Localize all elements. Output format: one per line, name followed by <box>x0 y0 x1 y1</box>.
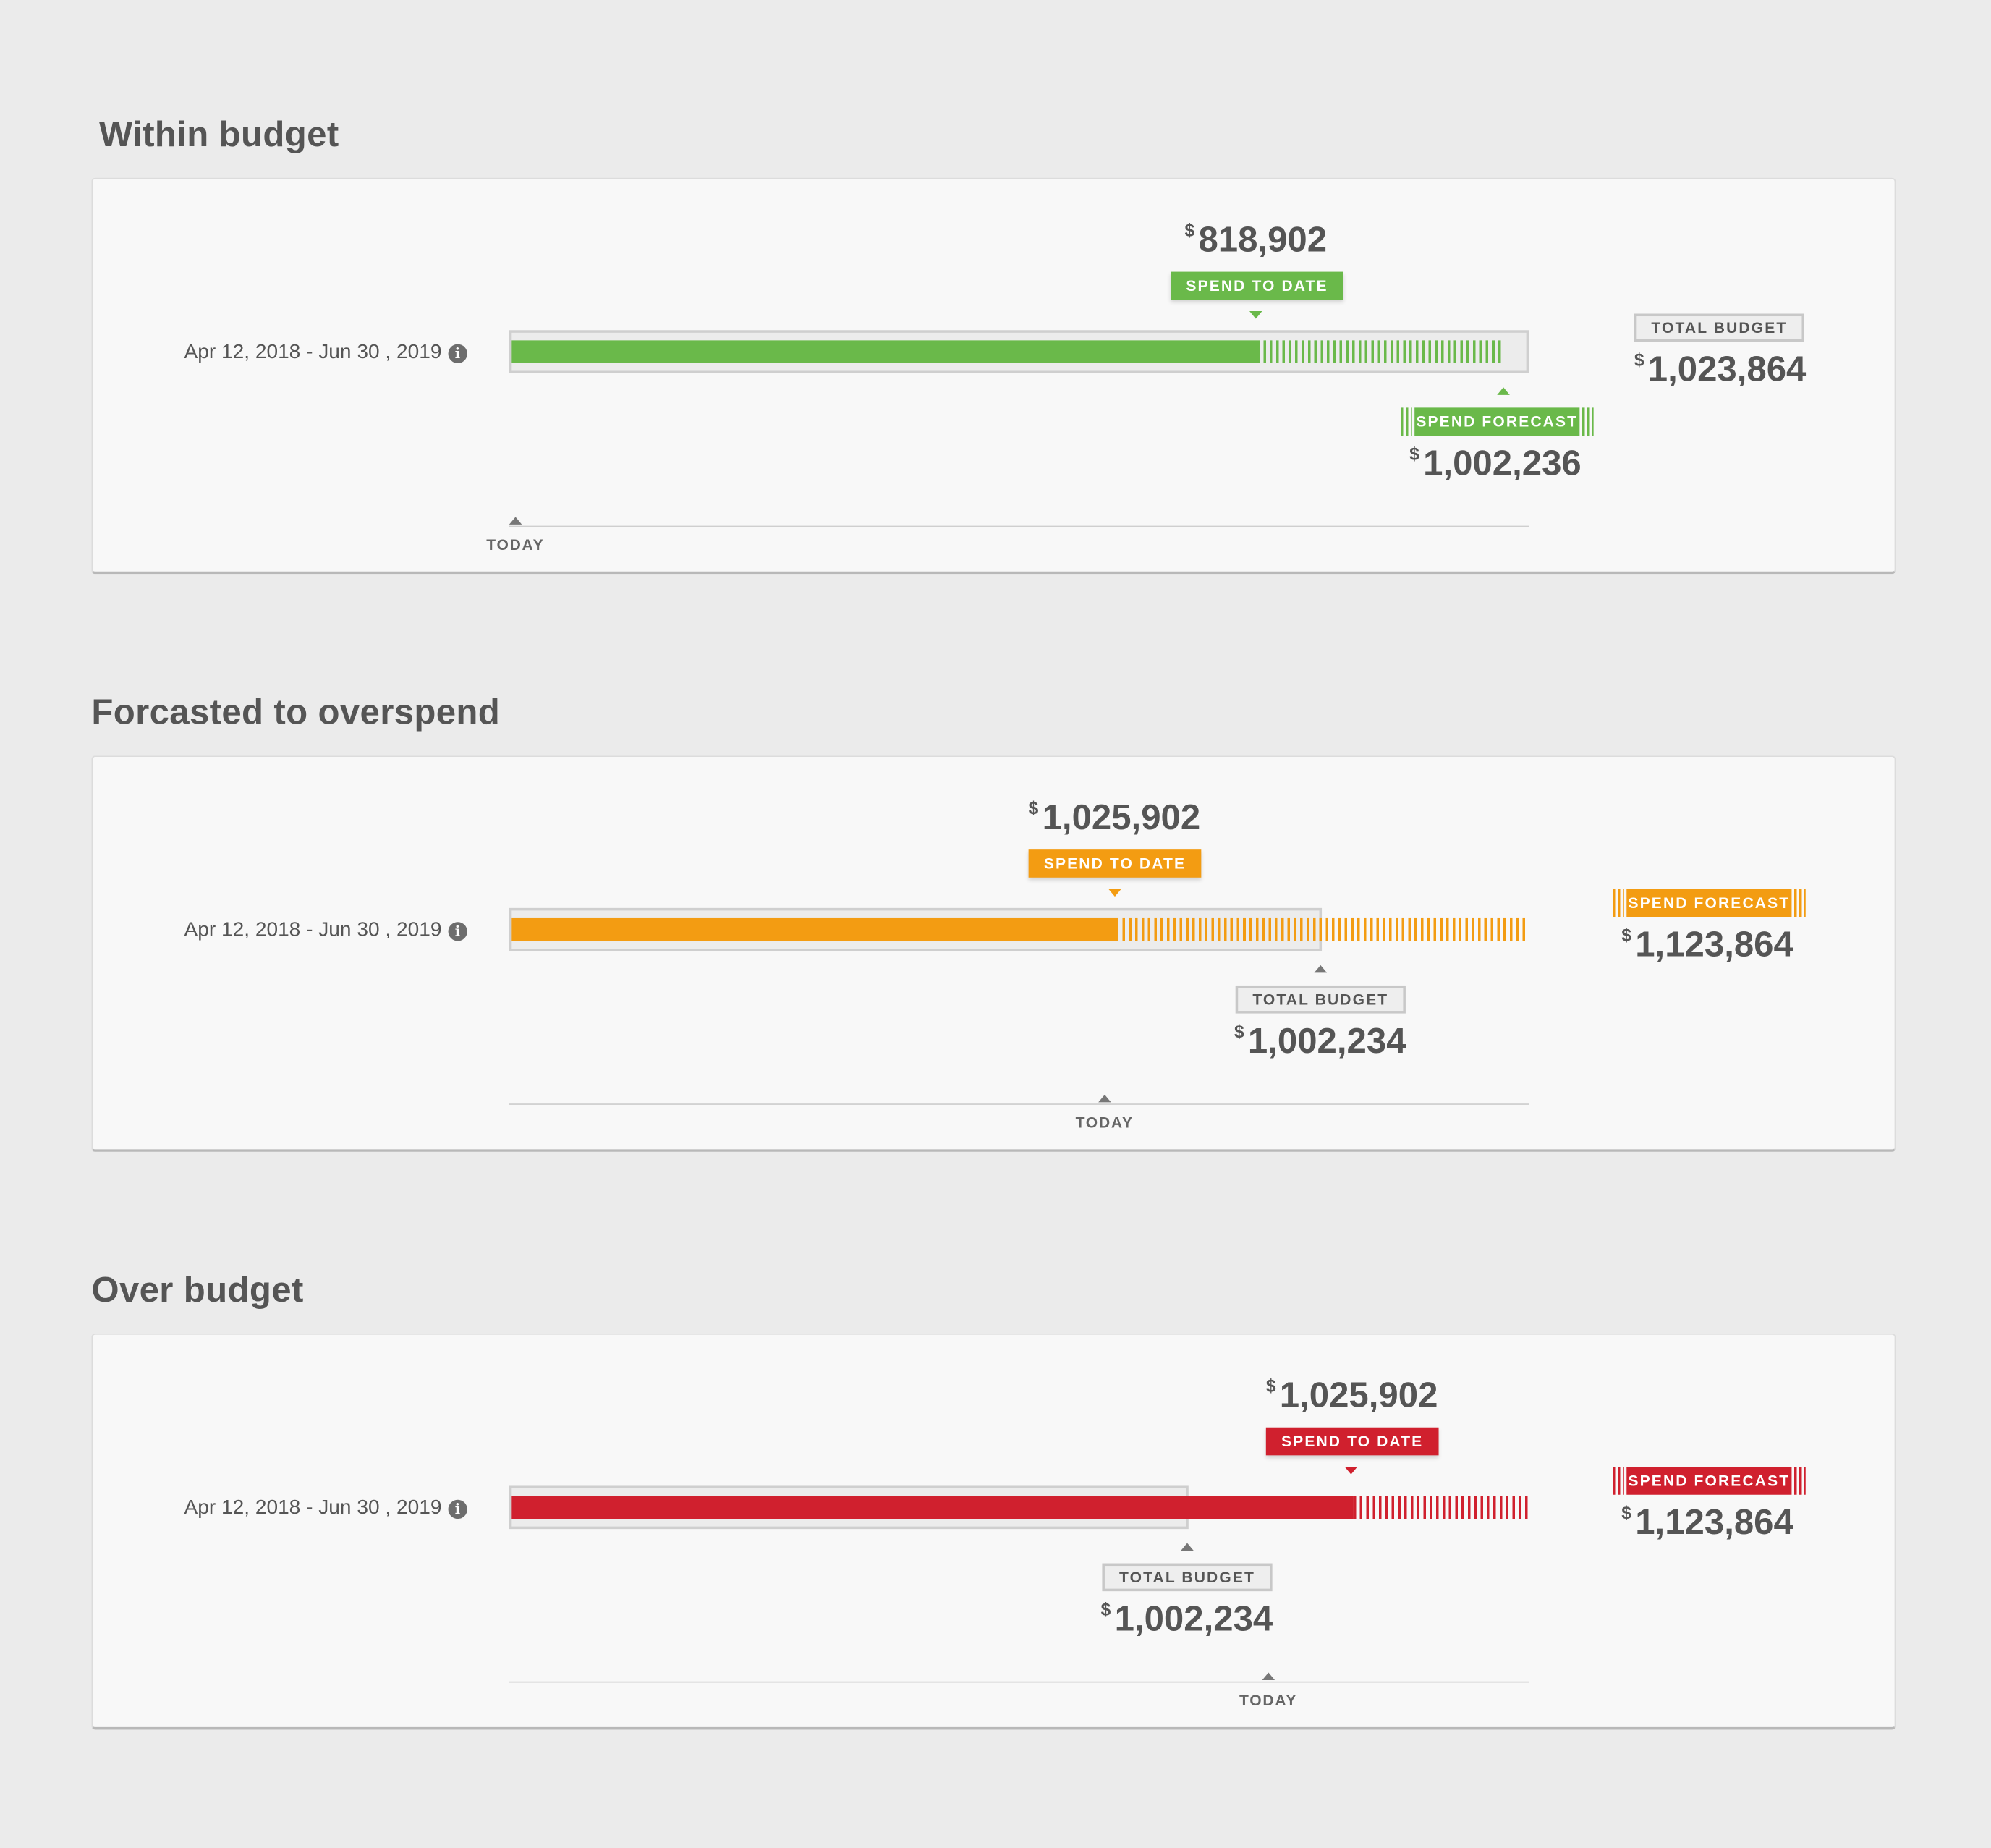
date-range: Apr 12, 2018 - Jun 30 , 2019 i <box>184 920 467 943</box>
total-budget-amount: $1,002,234 <box>1100 1598 1273 1639</box>
forecast-stripe-right <box>1793 889 1806 917</box>
budget-card-over: Apr 12, 2018 - Jun 30 , 2019 i $1,025,902… <box>91 1333 1896 1730</box>
spend-forecast-label: SPEND FORECAST <box>1414 407 1580 436</box>
timeline-axis <box>509 1681 1529 1683</box>
spend-to-date-label: SPEND TO DATE <box>1265 1427 1439 1456</box>
info-icon[interactable]: i <box>448 1499 467 1519</box>
today-marker <box>1098 1094 1111 1103</box>
info-icon[interactable]: i <box>448 344 467 363</box>
spend-forecast-amount: $1,002,236 <box>1409 443 1582 483</box>
spend-to-date-amount: $1,025,902 <box>1028 797 1201 837</box>
total-budget-marker <box>1314 965 1328 973</box>
forecast-stripe-left <box>1400 407 1412 436</box>
total-budget-amount: $1,002,234 <box>1234 1021 1406 1061</box>
spend-forecast-hatch <box>1116 917 1529 941</box>
budget-card-forecast: Apr 12, 2018 - Jun 30 , 2019 i $1,025,902… <box>91 755 1896 1152</box>
total-budget-label: TOTAL BUDGET <box>1235 985 1406 1014</box>
forecast-stripe-right <box>1582 407 1594 436</box>
spend-forecast-hatch <box>1353 1496 1529 1519</box>
date-range: Apr 12, 2018 - Jun 30 , 2019 i <box>184 1497 467 1520</box>
spend-forecast-hatch <box>1257 340 1505 363</box>
spend-to-date-amount: $818,902 <box>1184 219 1328 260</box>
spend-to-date-label: SPEND TO DATE <box>1028 849 1202 878</box>
date-range: Apr 12, 2018 - Jun 30 , 2019 i <box>184 342 467 365</box>
today-marker <box>509 517 522 525</box>
total-budget-marker <box>1181 1543 1194 1551</box>
spend-to-date-bar <box>511 917 1116 941</box>
spend-forecast-label: SPEND FORECAST <box>1626 1467 1792 1495</box>
forecast-stripe-left <box>1612 889 1624 917</box>
timeline-axis <box>509 1103 1529 1105</box>
spend-to-date-marker <box>1108 889 1121 897</box>
today-label: TODAY <box>1239 1691 1298 1710</box>
spend-forecast-marker <box>1497 387 1510 395</box>
today-marker <box>1262 1672 1275 1680</box>
spend-forecast-amount: $1,123,864 <box>1621 1502 1793 1542</box>
date-range-text: Apr 12, 2018 - Jun 30 , 2019 <box>184 919 442 941</box>
total-budget-label: TOTAL BUDGET <box>1634 313 1804 342</box>
spend-to-date-bar <box>511 1496 1354 1519</box>
forecast-stripe-right <box>1793 1467 1806 1495</box>
spend-forecast-label: SPEND FORECAST <box>1626 889 1792 917</box>
forecast-stripe-left <box>1612 1467 1624 1495</box>
spend-to-date-marker <box>1249 310 1262 319</box>
spend-to-date-amount: $1,025,902 <box>1265 1375 1438 1415</box>
info-icon[interactable]: i <box>448 922 467 941</box>
date-range-text: Apr 12, 2018 - Jun 30 , 2019 <box>184 342 442 363</box>
section-heading-over-budget: Over budget <box>91 1270 304 1310</box>
spend-to-date-marker <box>1344 1467 1358 1475</box>
spend-forecast-amount: $1,123,864 <box>1621 924 1793 965</box>
total-budget-amount: $1,023,864 <box>1634 349 1807 389</box>
today-label: TODAY <box>486 535 545 554</box>
budget-card-within: Apr 12, 2018 - Jun 30 , 2019 i $818,902 S… <box>91 177 1896 575</box>
date-range-text: Apr 12, 2018 - Jun 30 , 2019 <box>184 1497 442 1519</box>
today-label: TODAY <box>1075 1114 1134 1132</box>
spend-to-date-label: SPEND TO DATE <box>1171 271 1343 300</box>
section-heading-within-budget: Within budget <box>98 114 339 154</box>
timeline-axis <box>509 525 1529 527</box>
section-heading-forecast-overspend: Forcasted to overspend <box>91 692 501 732</box>
spend-to-date-bar <box>511 340 1257 363</box>
total-budget-label: TOTAL BUDGET <box>1102 1563 1273 1592</box>
